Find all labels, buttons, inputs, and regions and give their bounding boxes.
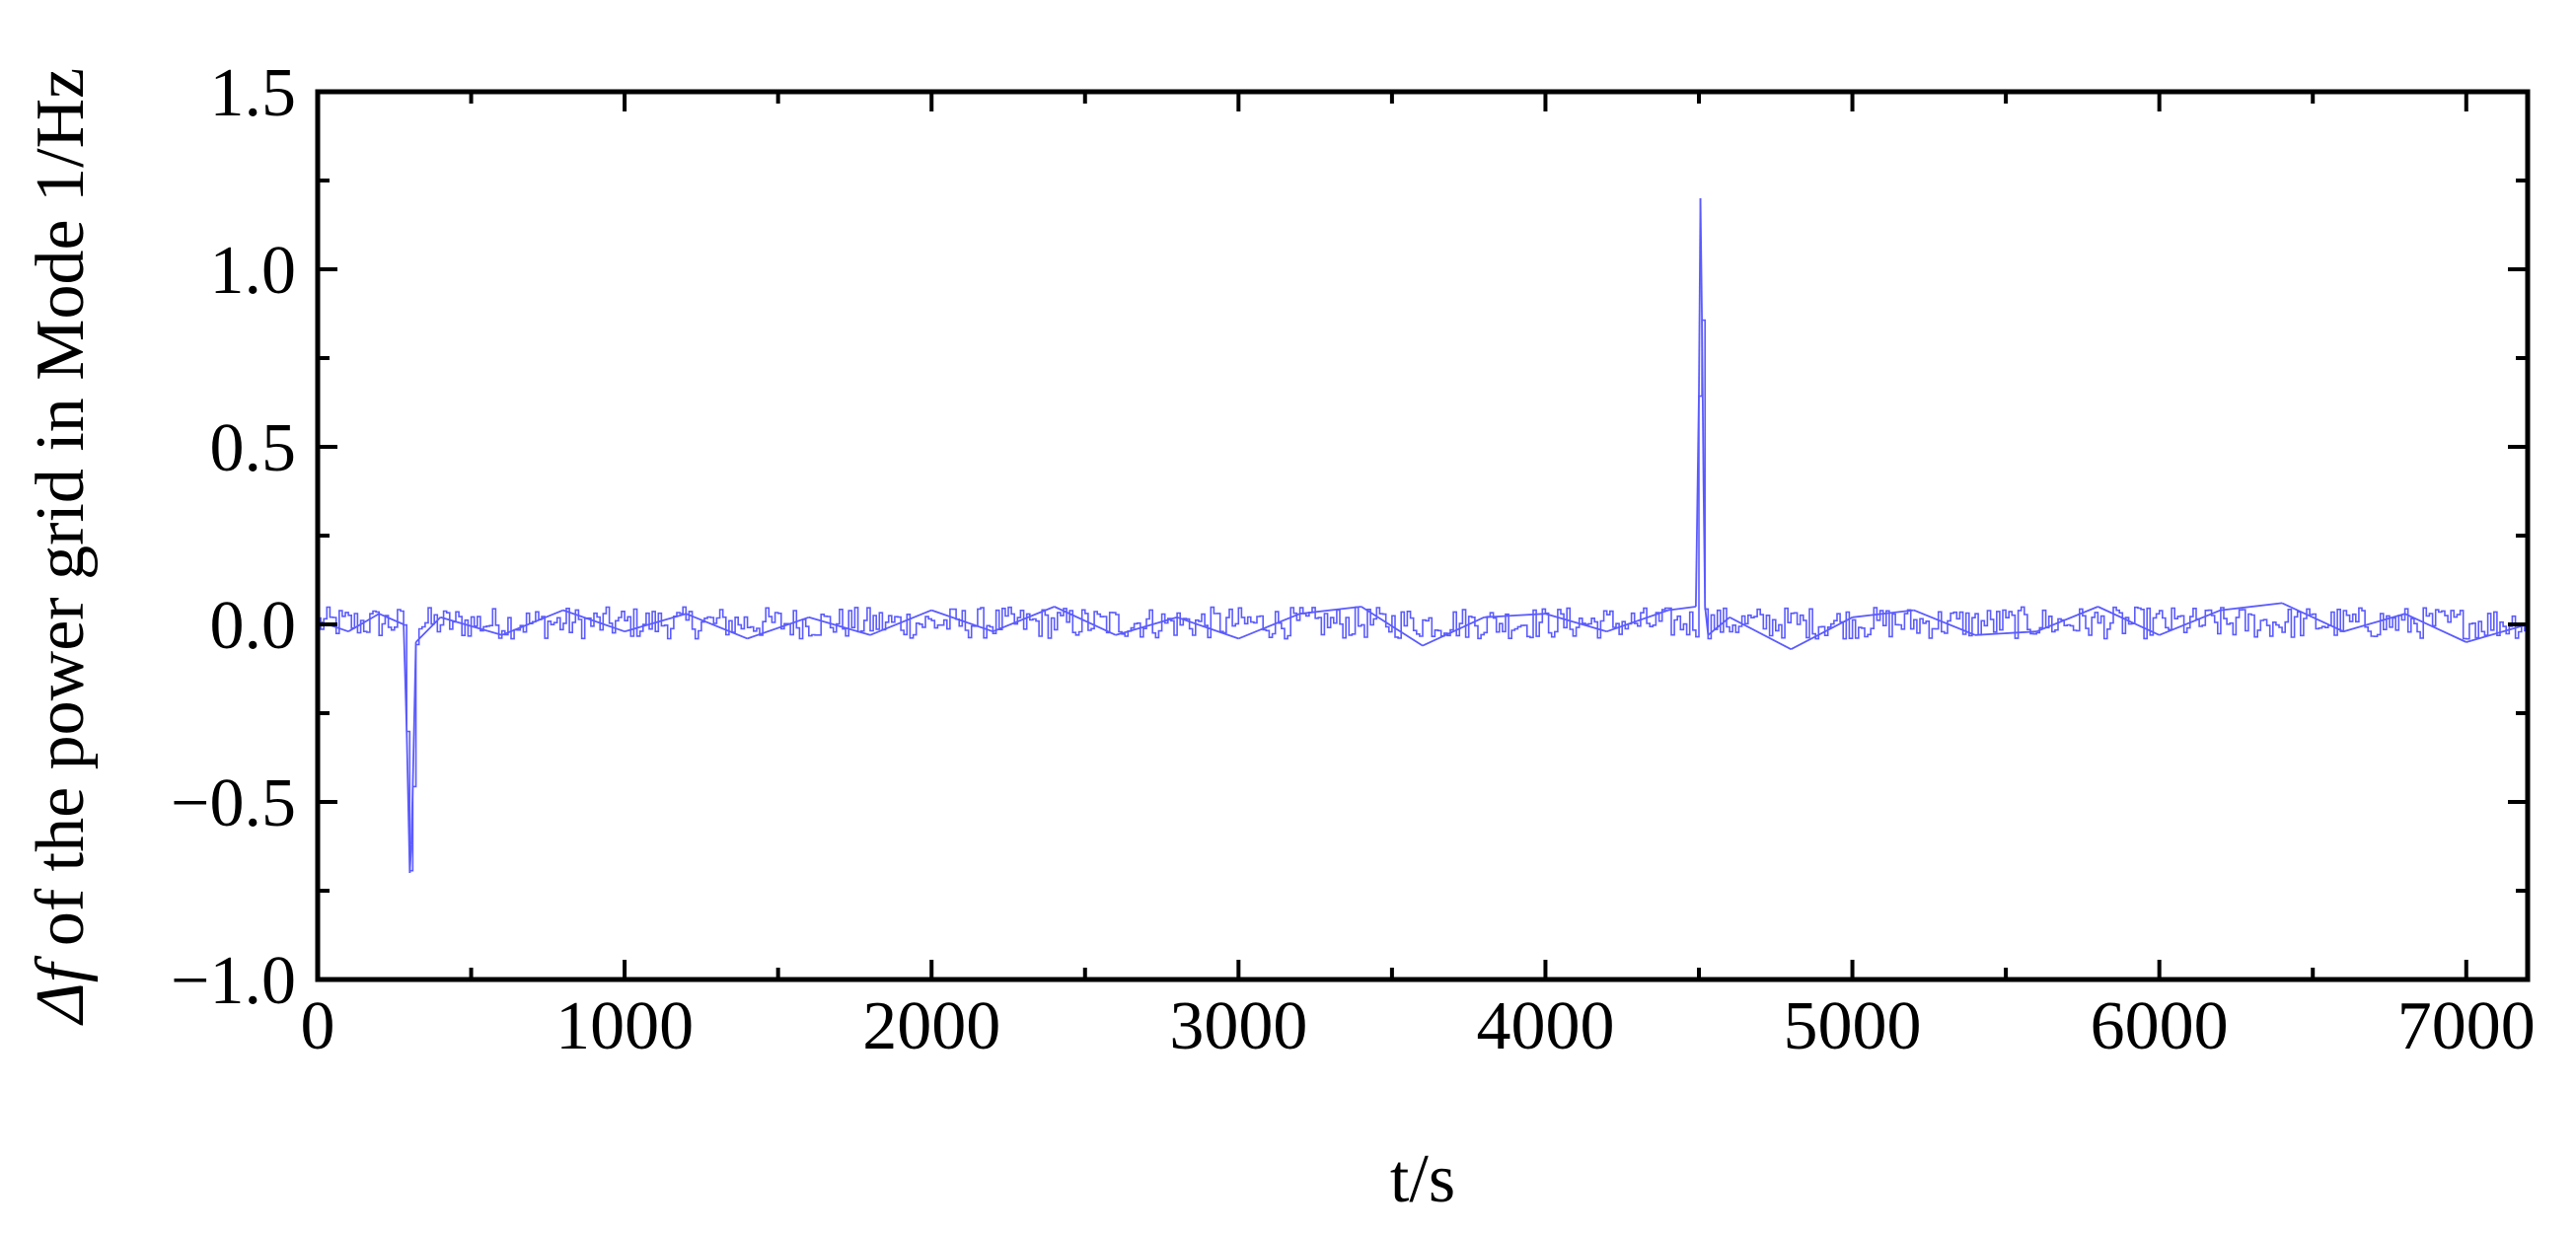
series-segment — [408, 844, 412, 874]
series-segment — [1054, 606, 1117, 636]
series-segment — [1176, 616, 1239, 640]
series-segment — [1606, 609, 1669, 633]
series-segment — [1701, 322, 1705, 483]
series-segment — [347, 613, 380, 632]
series-segment — [1704, 606, 1710, 635]
noise-layer — [318, 319, 2529, 872]
series-segment — [414, 617, 442, 643]
series-segment — [378, 613, 405, 625]
x-tick-label: 7000 — [2397, 988, 2536, 1064]
x-tick-label: 1000 — [555, 988, 694, 1064]
series-segment — [501, 609, 564, 636]
x-tick-label: 3000 — [1169, 988, 1307, 1064]
series-segment — [1115, 616, 1178, 636]
series-segment — [685, 613, 748, 640]
series-segment — [1361, 606, 1424, 647]
series-segment — [993, 606, 1056, 633]
series-segment — [1299, 606, 1362, 616]
series-segment — [2281, 602, 2344, 633]
series-layer — [317, 197, 2529, 874]
series-segment — [1694, 393, 1700, 608]
series-segment — [2466, 623, 2529, 643]
series-segment — [1699, 197, 1704, 324]
series-segment — [2098, 606, 2161, 636]
series-segment — [403, 623, 408, 732]
series-segment — [409, 783, 414, 845]
y-axis-title-symbol: Δf — [23, 955, 99, 1026]
x-tick-label: 6000 — [2091, 988, 2229, 1064]
series-segment — [2159, 609, 2222, 636]
series-segment — [411, 641, 417, 785]
y-tick-label: −1.0 — [171, 943, 296, 1019]
y-tick-label: 1.5 — [210, 55, 297, 131]
x-tick-label: 0 — [301, 988, 335, 1064]
series-segment — [405, 730, 411, 874]
series-segment — [1702, 481, 1707, 608]
y-ticks: −1.0 −0.5 0.0 0.5 1.0 1.5 — [171, 55, 2528, 1019]
series-segment — [869, 609, 932, 636]
series-segment — [1790, 617, 1853, 650]
series-segment — [2404, 613, 2467, 643]
y-axis-title-text: of the power grid in Mode 1/Hz — [23, 68, 99, 964]
y-tick-label: 0.0 — [210, 588, 297, 664]
series-noise-trace — [318, 319, 2529, 872]
series-segment — [562, 609, 626, 633]
plot-frame — [315, 89, 2531, 982]
series-segment — [930, 609, 994, 633]
series-segment — [1237, 613, 1300, 640]
y-axis-title: Δf of the power grid in Mode 1/Hz — [23, 68, 99, 1026]
x-ticks: 0 1000 2000 3000 4000 5000 6000 7000 — [301, 92, 2536, 1064]
series-segment — [1422, 616, 1485, 647]
series-segment — [747, 616, 810, 640]
x-tick-label: 5000 — [1784, 988, 1922, 1064]
series-segment — [1913, 609, 1976, 636]
series-segment — [1667, 606, 1697, 612]
y-tick-label: 1.0 — [210, 233, 297, 309]
series-segment — [1707, 617, 1730, 636]
series-segment — [1729, 617, 1792, 650]
x-tick-label: 4000 — [1476, 988, 1614, 1064]
series-segment — [624, 613, 687, 633]
series-segment — [2220, 602, 2283, 612]
x-axis-title: t/s — [1390, 1141, 1455, 1217]
series-segment — [1852, 609, 1914, 618]
series-segment — [440, 616, 502, 636]
y-tick-label: 0.5 — [210, 410, 297, 486]
series-segment — [2343, 613, 2405, 633]
y-tick-label: −0.5 — [171, 765, 296, 841]
series-segment — [1545, 613, 1607, 633]
x-tick-label: 2000 — [862, 988, 1000, 1064]
series-segment — [1974, 630, 2037, 636]
series-segment — [2035, 606, 2098, 633]
series-segment — [808, 616, 871, 636]
series-segment — [1484, 613, 1546, 618]
